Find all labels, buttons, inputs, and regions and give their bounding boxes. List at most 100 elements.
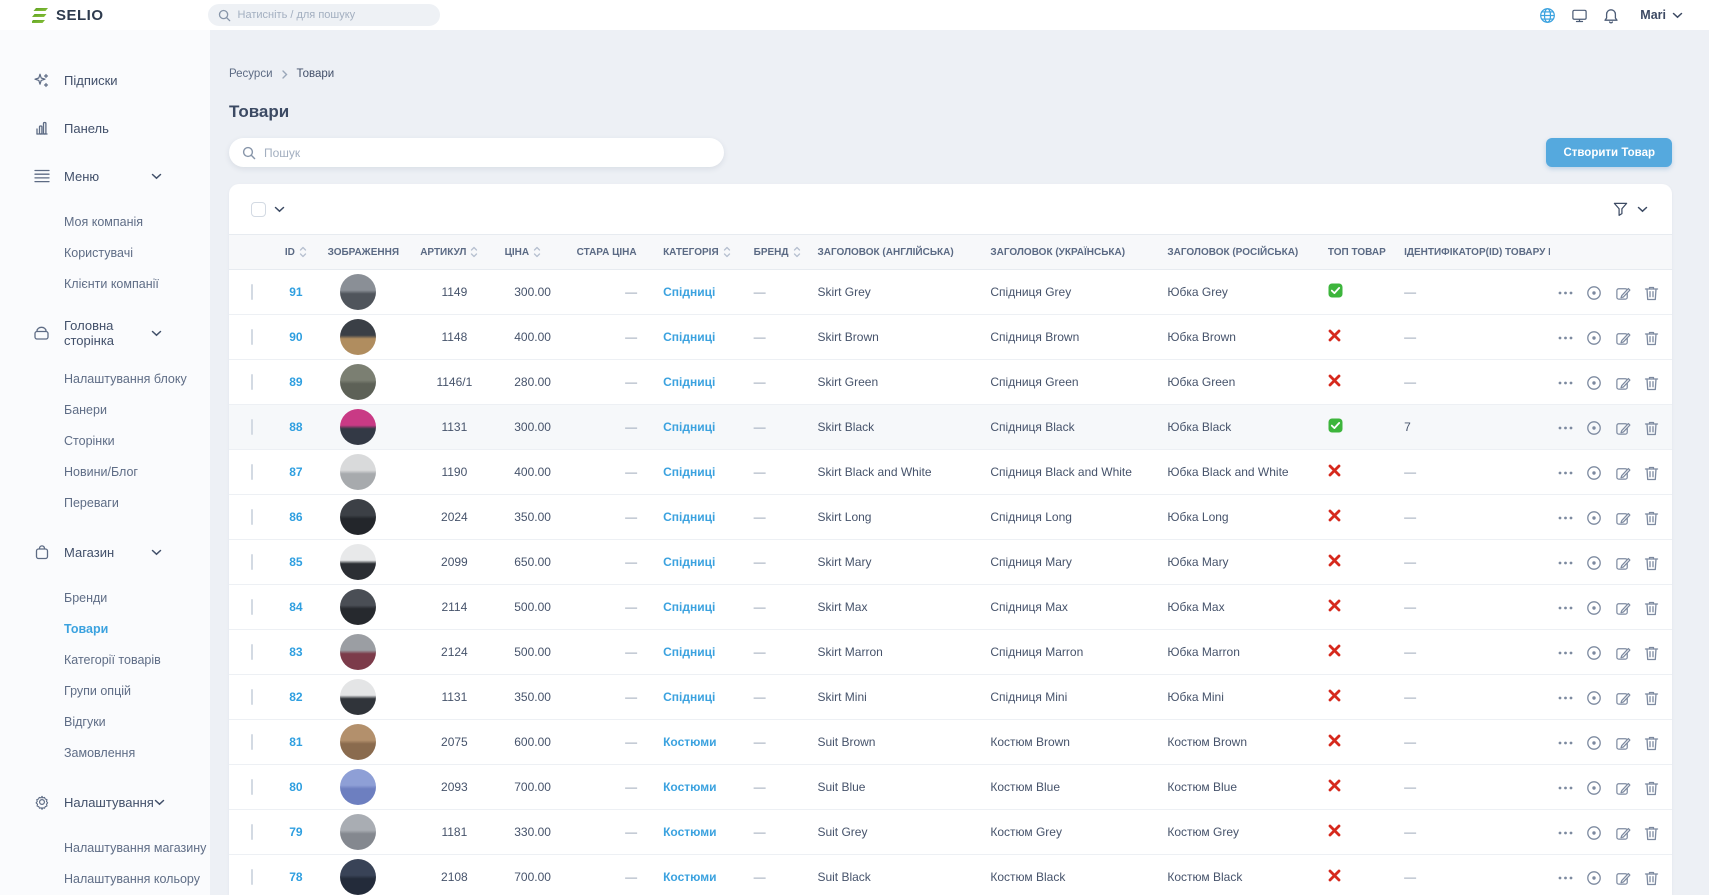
column-header[interactable]: ID bbox=[272, 234, 320, 270]
row-checkbox[interactable] bbox=[251, 644, 253, 660]
filter-funnel-icon[interactable] bbox=[1612, 201, 1629, 217]
product-category-link[interactable]: Спідниці bbox=[663, 375, 716, 389]
product-id-link[interactable]: 83 bbox=[289, 645, 303, 659]
sidebar-subitem[interactable]: Категорії товарів bbox=[64, 653, 161, 667]
bell-icon[interactable] bbox=[1603, 7, 1619, 24]
delete-icon[interactable] bbox=[1644, 870, 1659, 886]
row-checkbox[interactable] bbox=[251, 374, 253, 390]
more-icon[interactable] bbox=[1558, 651, 1573, 655]
view-icon[interactable] bbox=[1586, 285, 1602, 301]
delete-icon[interactable] bbox=[1644, 690, 1659, 706]
row-checkbox[interactable] bbox=[251, 509, 253, 525]
row-checkbox[interactable] bbox=[251, 734, 253, 750]
products-search[interactable] bbox=[229, 138, 724, 167]
row-checkbox[interactable] bbox=[251, 869, 253, 885]
delete-icon[interactable] bbox=[1644, 645, 1659, 661]
product-category-link[interactable]: Спідниці bbox=[663, 330, 716, 344]
row-checkbox[interactable] bbox=[251, 824, 253, 840]
more-icon[interactable] bbox=[1558, 741, 1573, 745]
select-all-checkbox[interactable] bbox=[251, 201, 266, 217]
product-category-link[interactable]: Спідниці bbox=[663, 465, 716, 479]
delete-icon[interactable] bbox=[1644, 735, 1659, 751]
view-icon[interactable] bbox=[1586, 465, 1602, 481]
edit-icon[interactable] bbox=[1615, 825, 1631, 841]
product-category-link[interactable]: Костюми bbox=[663, 735, 717, 749]
global-search[interactable] bbox=[207, 4, 440, 26]
sidebar-subitem[interactable]: Бренди bbox=[64, 591, 108, 605]
view-icon[interactable] bbox=[1586, 780, 1602, 796]
more-icon[interactable] bbox=[1558, 426, 1573, 430]
monitor-icon[interactable] bbox=[1571, 7, 1588, 24]
sidebar-subitem[interactable]: Новини/Блог bbox=[64, 465, 138, 479]
sidebar-subitem[interactable]: Відгуки bbox=[64, 715, 106, 729]
sidebar-item-0[interactable]: Підписки bbox=[32, 70, 210, 90]
globe-icon[interactable] bbox=[1539, 7, 1556, 24]
sort-icon[interactable] bbox=[470, 246, 478, 258]
sidebar-item-5[interactable]: Налаштування bbox=[32, 792, 210, 812]
sidebar-item-4[interactable]: Магазин bbox=[32, 542, 210, 562]
delete-icon[interactable] bbox=[1644, 825, 1659, 841]
sidebar-subitem[interactable]: Моя компанія bbox=[64, 215, 144, 229]
product-category-link[interactable]: Спідниці bbox=[663, 690, 716, 704]
edit-icon[interactable] bbox=[1615, 375, 1631, 391]
product-id-link[interactable]: 80 bbox=[289, 780, 303, 794]
sidebar-subitem[interactable]: Товари bbox=[64, 622, 109, 636]
row-checkbox[interactable] bbox=[251, 554, 253, 570]
delete-icon[interactable] bbox=[1644, 465, 1659, 481]
product-category-link[interactable]: Костюми bbox=[663, 825, 717, 839]
view-icon[interactable] bbox=[1586, 690, 1602, 706]
more-icon[interactable] bbox=[1558, 336, 1573, 340]
view-icon[interactable] bbox=[1586, 330, 1602, 346]
product-id-link[interactable]: 91 bbox=[289, 285, 303, 299]
view-icon[interactable] bbox=[1586, 420, 1602, 436]
sort-icon[interactable] bbox=[533, 246, 541, 258]
edit-icon[interactable] bbox=[1615, 600, 1631, 616]
sidebar-subitem[interactable]: Налаштування кольору bbox=[64, 872, 200, 886]
column-header[interactable]: АРТИКУЛ bbox=[412, 234, 497, 270]
sidebar-subitem[interactable]: Клієнти компанії bbox=[64, 277, 159, 291]
sidebar-subitem[interactable]: Банери bbox=[64, 403, 107, 417]
edit-icon[interactable] bbox=[1615, 735, 1631, 751]
delete-icon[interactable] bbox=[1644, 420, 1659, 436]
product-category-link[interactable]: Костюми bbox=[663, 870, 717, 884]
product-category-link[interactable]: Спідниці bbox=[663, 510, 716, 524]
edit-icon[interactable] bbox=[1615, 645, 1631, 661]
product-id-link[interactable]: 84 bbox=[289, 600, 303, 614]
column-header[interactable]: ЦІНА bbox=[496, 234, 569, 270]
product-id-link[interactable]: 86 bbox=[289, 510, 303, 524]
delete-icon[interactable] bbox=[1644, 285, 1659, 301]
view-icon[interactable] bbox=[1586, 645, 1602, 661]
view-icon[interactable] bbox=[1586, 600, 1602, 616]
product-id-link[interactable]: 89 bbox=[289, 375, 303, 389]
more-icon[interactable] bbox=[1558, 291, 1573, 295]
delete-icon[interactable] bbox=[1644, 555, 1659, 571]
view-icon[interactable] bbox=[1586, 375, 1602, 391]
delete-icon[interactable] bbox=[1644, 375, 1659, 391]
product-category-link[interactable]: Спідниці bbox=[663, 645, 716, 659]
row-checkbox[interactable] bbox=[251, 464, 253, 480]
edit-icon[interactable] bbox=[1615, 285, 1631, 301]
products-search-input[interactable] bbox=[264, 145, 711, 160]
sort-icon[interactable] bbox=[723, 246, 731, 258]
product-id-link[interactable]: 87 bbox=[289, 465, 303, 479]
edit-icon[interactable] bbox=[1615, 465, 1631, 481]
sort-icon[interactable] bbox=[793, 246, 801, 258]
more-icon[interactable] bbox=[1558, 606, 1573, 610]
sidebar-subitem[interactable]: Налаштування магазину bbox=[64, 841, 207, 855]
edit-icon[interactable] bbox=[1615, 780, 1631, 796]
product-category-link[interactable]: Спідниці bbox=[663, 555, 716, 569]
product-id-link[interactable]: 79 bbox=[289, 825, 303, 839]
delete-icon[interactable] bbox=[1644, 780, 1659, 796]
create-product-button[interactable]: Створити Товар bbox=[1546, 138, 1672, 167]
more-icon[interactable] bbox=[1558, 516, 1573, 520]
row-checkbox[interactable] bbox=[251, 599, 253, 615]
sidebar-subitem[interactable]: Сторінки bbox=[64, 434, 115, 448]
sidebar-subitem[interactable]: Користувачі bbox=[64, 246, 134, 260]
sidebar-subitem[interactable]: Замовлення bbox=[64, 746, 136, 760]
logo[interactable]: SELIO bbox=[32, 7, 104, 24]
sidebar-item-3[interactable]: Головна сторінка bbox=[32, 318, 210, 348]
chevron-down-icon[interactable] bbox=[1637, 206, 1648, 213]
more-icon[interactable] bbox=[1558, 831, 1573, 835]
sidebar-subitem[interactable]: Налаштування блоку bbox=[64, 372, 187, 386]
row-checkbox[interactable] bbox=[251, 689, 253, 705]
